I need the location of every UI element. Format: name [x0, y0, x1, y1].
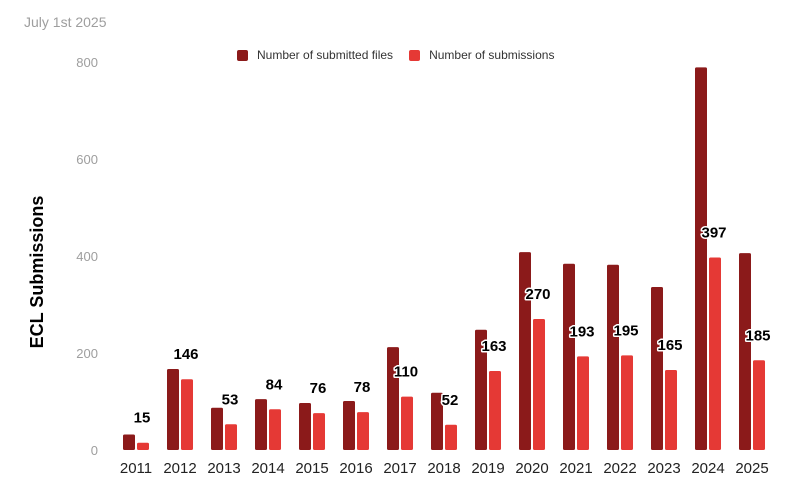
- x-tick-label: 2011: [120, 460, 152, 477]
- bar-submitted-files[interactable]: [519, 252, 531, 450]
- y-axis-ticks: 0 200 400 600 800: [76, 55, 98, 458]
- bar-submitted-files[interactable]: [211, 407, 223, 450]
- bar-submitted-files[interactable]: [475, 329, 487, 450]
- data-label: 15: [134, 410, 151, 427]
- x-tick-label: 2016: [339, 460, 372, 477]
- data-label: 163: [481, 338, 506, 355]
- data-label: 84: [266, 376, 283, 393]
- bar-submitted-files[interactable]: [739, 253, 751, 450]
- data-label: 165: [657, 337, 682, 354]
- data-label: 78: [354, 379, 371, 396]
- bar-submitted-files[interactable]: [167, 369, 179, 450]
- x-tick-label: 2022: [603, 460, 636, 477]
- x-tick-label: 2013: [207, 460, 240, 477]
- y-tick-label: 800: [76, 55, 98, 70]
- y-axis-label: ECL Submissions: [27, 196, 47, 349]
- legend-item-submissions[interactable]: Number of submissions: [409, 48, 554, 62]
- data-labels: 15 146 53 84 76 78 110 52 163 270 193 195 165 397 185: [132, 223, 772, 428]
- data-label: 76: [310, 380, 327, 397]
- data-label: 193: [569, 323, 594, 340]
- bar-submitted-files[interactable]: [695, 67, 707, 451]
- data-label: 52: [442, 392, 459, 409]
- x-tick-label: 2025: [735, 460, 768, 477]
- data-label: 53: [222, 391, 239, 408]
- x-tick-label: 2014: [251, 460, 284, 477]
- bar-submitted-files[interactable]: [343, 401, 355, 450]
- bar-submitted-files[interactable]: [607, 264, 619, 450]
- bar-submissions[interactable]: [181, 379, 193, 450]
- bar-submissions[interactable]: [269, 409, 281, 450]
- data-label: 195: [613, 322, 638, 339]
- bar-submissions[interactable]: [621, 355, 633, 450]
- bar-submissions[interactable]: [489, 370, 501, 450]
- y-tick-label: 600: [76, 152, 98, 167]
- x-tick-label: 2015: [295, 460, 328, 477]
- x-tick-label: 2017: [383, 460, 416, 477]
- x-tick-label: 2023: [647, 460, 680, 477]
- bar-submissions[interactable]: [577, 356, 589, 450]
- bar-submissions[interactable]: [357, 412, 369, 450]
- chart-legend: Number of submitted files Number of subm…: [237, 48, 570, 62]
- data-label: 185: [745, 327, 770, 344]
- bar-submissions[interactable]: [709, 257, 721, 450]
- bar-submitted-files[interactable]: [431, 392, 443, 450]
- bar-submissions[interactable]: [137, 442, 149, 450]
- bar-submitted-files[interactable]: [255, 399, 267, 450]
- data-label: 270: [525, 286, 550, 303]
- bar-submissions[interactable]: [533, 319, 545, 450]
- legend-swatch-submissions: [409, 49, 421, 61]
- x-axis-ticks: 2011 2012 2013 2014 2015 2016 2017 2018 2019 2020…: [120, 460, 769, 477]
- bar-submitted-files[interactable]: [651, 287, 663, 450]
- legend-label-files: Number of submitted files: [257, 48, 394, 62]
- x-tick-label: 2018: [427, 460, 460, 477]
- x-tick-label: 2020: [515, 460, 548, 477]
- x-tick-label: 2012: [163, 460, 196, 477]
- bars: [123, 67, 765, 451]
- x-tick-label: 2019: [471, 460, 504, 477]
- bar-submissions[interactable]: [665, 369, 677, 450]
- bar-submitted-files[interactable]: [387, 347, 399, 450]
- y-tick-label: 0: [91, 443, 98, 458]
- bar-submissions[interactable]: [313, 413, 325, 450]
- data-label: 146: [173, 346, 198, 363]
- legend-item-files[interactable]: Number of submitted files: [237, 48, 393, 62]
- x-tick-label: 2021: [559, 460, 592, 477]
- legend-label-submissions: Number of submissions: [429, 48, 555, 62]
- legend-swatch-files: [237, 49, 248, 61]
- chart-subtitle: July 1st 2025: [24, 14, 107, 30]
- y-tick-label: 400: [76, 249, 98, 264]
- x-tick-label: 2024: [691, 460, 724, 477]
- y-tick-label: 200: [76, 346, 98, 361]
- bar-submissions[interactable]: [225, 424, 237, 450]
- bar-submitted-files[interactable]: [299, 402, 311, 450]
- bar-submitted-files[interactable]: [563, 263, 575, 450]
- data-label: 397: [701, 224, 726, 241]
- bar-submitted-files[interactable]: [123, 434, 135, 450]
- bar-submissions[interactable]: [445, 424, 457, 450]
- bar-submissions[interactable]: [401, 396, 413, 450]
- bar-submissions[interactable]: [753, 360, 765, 450]
- data-label: 110: [394, 364, 418, 381]
